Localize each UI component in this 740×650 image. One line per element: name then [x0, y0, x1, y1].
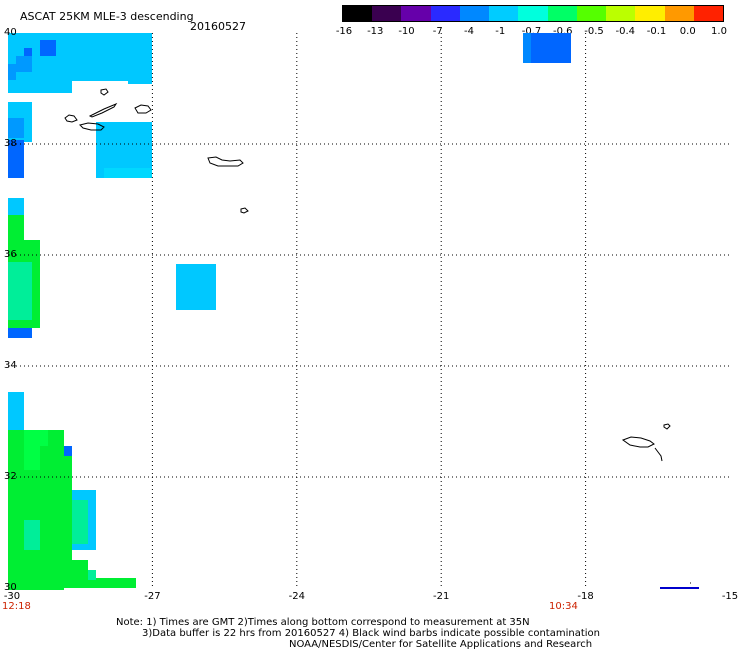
product-title: ASCAT 25KM MLE-3 descending: [20, 10, 194, 23]
color-scale-label: -10: [398, 26, 415, 37]
color-scale-cell: [635, 6, 666, 21]
data-pixel: [24, 520, 40, 550]
island-porto-santo: [663, 423, 671, 430]
data-pixel: [8, 118, 24, 138]
color-scale-cell: [606, 6, 636, 21]
data-pixel: [8, 300, 32, 320]
island-flores: [100, 88, 109, 96]
time-left: 12:18: [2, 601, 31, 612]
note-line-2: 3)Data buffer is 22 hrs from 20160527 4)…: [142, 628, 600, 639]
latitude-label: 34: [4, 360, 17, 371]
color-scale-label: -7: [432, 26, 443, 37]
color-scale-label: -1: [495, 26, 506, 37]
data-pixel: [8, 64, 16, 80]
time-right: 10:34: [549, 601, 578, 612]
data-pixel: [8, 578, 136, 588]
data-pixel: [523, 33, 531, 63]
data-pixel: [128, 48, 152, 84]
data-pixel: [8, 262, 32, 302]
color-scale-label: -0.7: [521, 26, 542, 37]
longitude-label: -27: [144, 591, 161, 602]
color-scale-cell: [430, 6, 461, 21]
longitude-label: -21: [433, 591, 450, 602]
color-scale-cell: [518, 6, 549, 21]
color-scale-cell: [547, 6, 578, 21]
longitude-label: -18: [577, 591, 594, 602]
color-scale-cell: [489, 6, 519, 21]
color-scale-label: 1.0: [711, 26, 727, 37]
color-scale-label: -16: [335, 26, 353, 37]
data-pixel: [72, 500, 88, 544]
data-pixel: [8, 392, 24, 432]
color-scale-cell: [576, 6, 607, 21]
color-scale-cell: [343, 6, 373, 21]
island-faial: [64, 114, 78, 123]
data-pixel: [8, 560, 88, 580]
data-pixel: [88, 570, 96, 580]
data-pixel: [40, 40, 56, 56]
data-pixel: [64, 446, 72, 456]
latitude-label: 32: [4, 471, 17, 482]
color-scale-cell: [459, 6, 490, 21]
note-line-1: Note: 1) Times are GMT 2)Times along bot…: [116, 617, 530, 628]
product-date: 20160527: [190, 20, 246, 33]
latitude-label: 30: [4, 582, 17, 593]
color-scale-label: -0.5: [584, 26, 604, 37]
color-scale-bar: [342, 5, 724, 22]
color-scale-cell: [693, 6, 724, 21]
color-scale-label: -0.6: [552, 26, 573, 37]
color-scale-label: 0.0: [679, 26, 696, 37]
island-sao-miguel: [207, 156, 244, 167]
longitude-label: -30: [3, 591, 21, 602]
color-scale-label: -4: [464, 26, 474, 37]
color-scale-label: -13: [367, 26, 384, 37]
island-sao-jorge: [88, 102, 118, 118]
latitude-label: 38: [4, 138, 17, 149]
color-scale-cell: [372, 6, 402, 21]
color-scale-cell: [401, 6, 432, 21]
data-pixel: [104, 168, 152, 178]
data-pixel: [8, 140, 24, 178]
data-pixel: [8, 328, 32, 338]
data-pixel: [176, 264, 216, 310]
longitude-label: -15: [721, 591, 739, 602]
island-terceira: [134, 104, 152, 114]
data-pixel: [16, 56, 32, 72]
color-scale-label: -0.4: [615, 26, 636, 37]
color-scale-cell: [664, 6, 695, 21]
data-pixel: [40, 446, 72, 580]
longitude-label: -24: [288, 591, 305, 602]
lat-lon-grid: [8, 33, 730, 588]
color-scale-label: -0.1: [646, 26, 667, 37]
latitude-label: 40: [4, 27, 17, 38]
island-santa-maria: [240, 207, 249, 214]
island-pico: [79, 122, 105, 131]
note-line-3: NOAA/NESDIS/Center for Satellite Applica…: [289, 639, 593, 650]
coastlines: [64, 88, 691, 584]
island-madeira: [621, 436, 655, 448]
latitude-label: 36: [4, 249, 17, 260]
scatterometer-data: [8, 33, 571, 590]
island-desertas: [654, 447, 663, 462]
